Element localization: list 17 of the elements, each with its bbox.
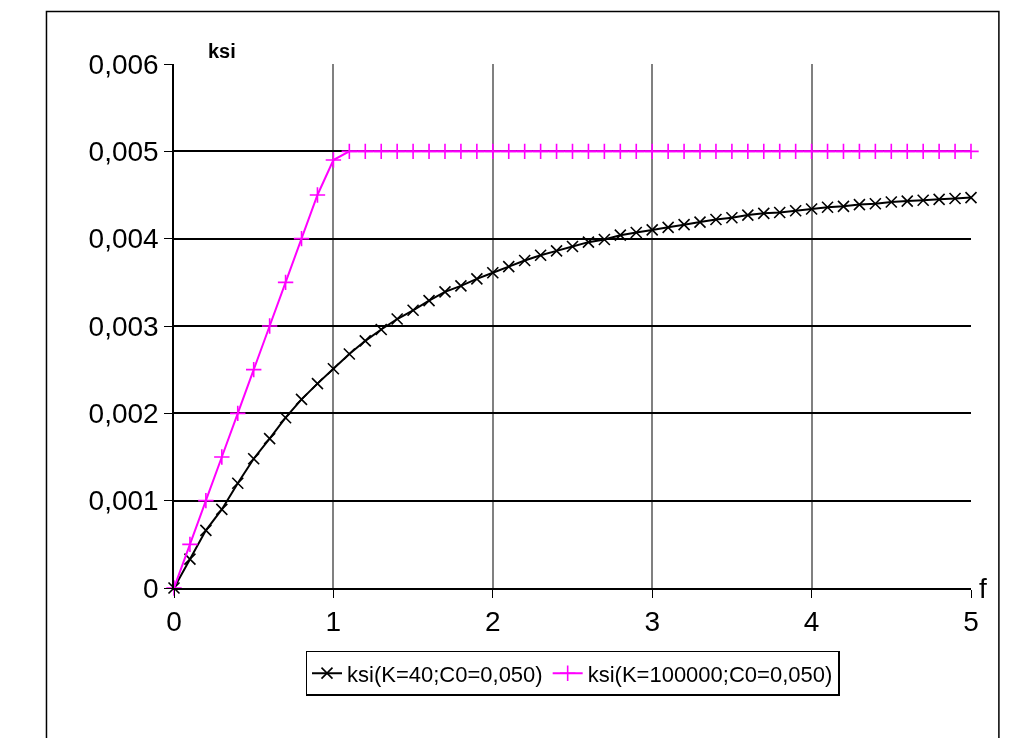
x-tick-label: 5 — [963, 606, 979, 638]
x-tick-label: 0 — [166, 606, 182, 638]
x-tick-label: 4 — [803, 606, 820, 638]
x-axis-title: f — [979, 573, 987, 604]
x-tick-label: 3 — [644, 606, 660, 638]
legend-label: ksi(K=40;C0=0,050) — [347, 661, 543, 687]
y-tick-label: 0,002 — [88, 398, 159, 430]
x-tick-label: 1 — [325, 606, 342, 638]
y-tick-label: 0 — [143, 572, 159, 604]
y-tick-label: 0,006 — [88, 48, 159, 80]
y-axis-title: ksi — [208, 40, 236, 62]
legend-label: ksi(K=100000;C0=0,050) — [587, 661, 833, 687]
y-tick-label: 0,001 — [88, 485, 159, 517]
x-tick-label: 2 — [485, 606, 501, 638]
y-tick-label: 0,004 — [88, 223, 159, 255]
y-tick-label: 0,003 — [88, 310, 159, 342]
y-tick-label: 0,005 — [88, 136, 159, 168]
